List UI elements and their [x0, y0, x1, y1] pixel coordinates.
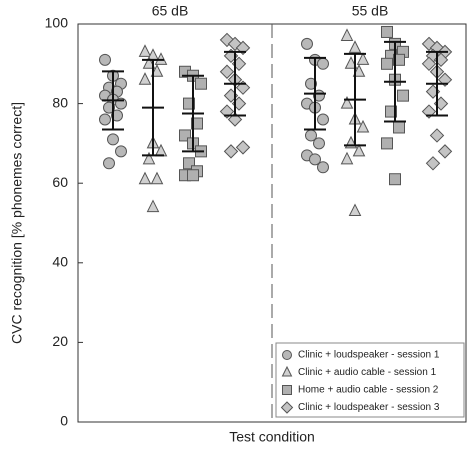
legend-marker [280, 401, 294, 414]
data-point [305, 77, 317, 90]
data-point [437, 144, 453, 159]
data-point [111, 109, 123, 122]
data-point [381, 57, 393, 70]
data-point [150, 64, 164, 77]
data-point [103, 157, 115, 170]
data-point [191, 117, 203, 130]
data-point [340, 95, 354, 109]
data-point [340, 28, 354, 41]
y-tick-label: 40 [52, 254, 68, 270]
data-point [421, 56, 437, 72]
data-point [150, 171, 164, 185]
data-point [138, 72, 152, 85]
data-point [179, 129, 191, 142]
legend-label: Home + audio cable - session 2 [298, 385, 439, 396]
data-point [348, 40, 362, 53]
data-point [317, 113, 329, 126]
legend [275, 342, 465, 418]
data-point [317, 161, 329, 174]
data-point [340, 151, 354, 165]
legend-label: Clinic + loudspeaker - session 3 [298, 402, 440, 413]
data-point [183, 97, 195, 110]
x-axis-label: Test condition [229, 429, 315, 445]
data-point [425, 156, 441, 171]
data-point [356, 119, 370, 133]
data-point [107, 133, 119, 146]
data-point [348, 203, 362, 217]
data-point [187, 169, 199, 182]
data-point [356, 52, 370, 65]
data-point [397, 89, 409, 102]
data-point [313, 137, 325, 150]
data-point [103, 101, 115, 114]
data-point [429, 128, 445, 143]
y-tick-label: 20 [52, 333, 68, 349]
legend-marker [282, 350, 292, 360]
group-label: 65 dB [152, 3, 189, 19]
data-point [381, 137, 393, 150]
data-point [138, 44, 152, 57]
legend-marker [282, 385, 292, 395]
data-point [352, 64, 366, 77]
data-point [183, 157, 195, 170]
legend-marker [281, 365, 293, 377]
legend-label: Clinic + loudspeaker - session 1 [298, 350, 440, 361]
data-point [115, 145, 127, 158]
data-point [235, 140, 251, 155]
data-point [301, 37, 313, 50]
data-point [146, 199, 160, 213]
group-label: 55 dB [352, 3, 389, 19]
data-point [389, 173, 401, 186]
data-point [317, 57, 329, 70]
data-point [142, 56, 156, 69]
data-point [99, 53, 111, 66]
data-point [344, 56, 358, 69]
data-point [142, 151, 156, 165]
data-point [219, 64, 235, 79]
data-point [99, 113, 111, 126]
data-point [352, 143, 366, 157]
y-tick-label: 0 [60, 413, 68, 429]
legend-label: Clinic + audio cable - session 1 [298, 367, 437, 378]
data-point [138, 171, 152, 185]
data-point [393, 121, 405, 134]
data-point [309, 153, 321, 166]
data-point [223, 144, 239, 159]
y-tick-label: 80 [52, 94, 68, 110]
y-tick-label: 100 [45, 15, 69, 31]
data-point [381, 25, 393, 38]
data-point [393, 53, 405, 66]
y-tick-label: 60 [52, 174, 68, 190]
data-point [195, 77, 207, 90]
y-axis-label: CVC recognition [% phonemes correct] [9, 102, 25, 344]
data-point [385, 105, 397, 118]
